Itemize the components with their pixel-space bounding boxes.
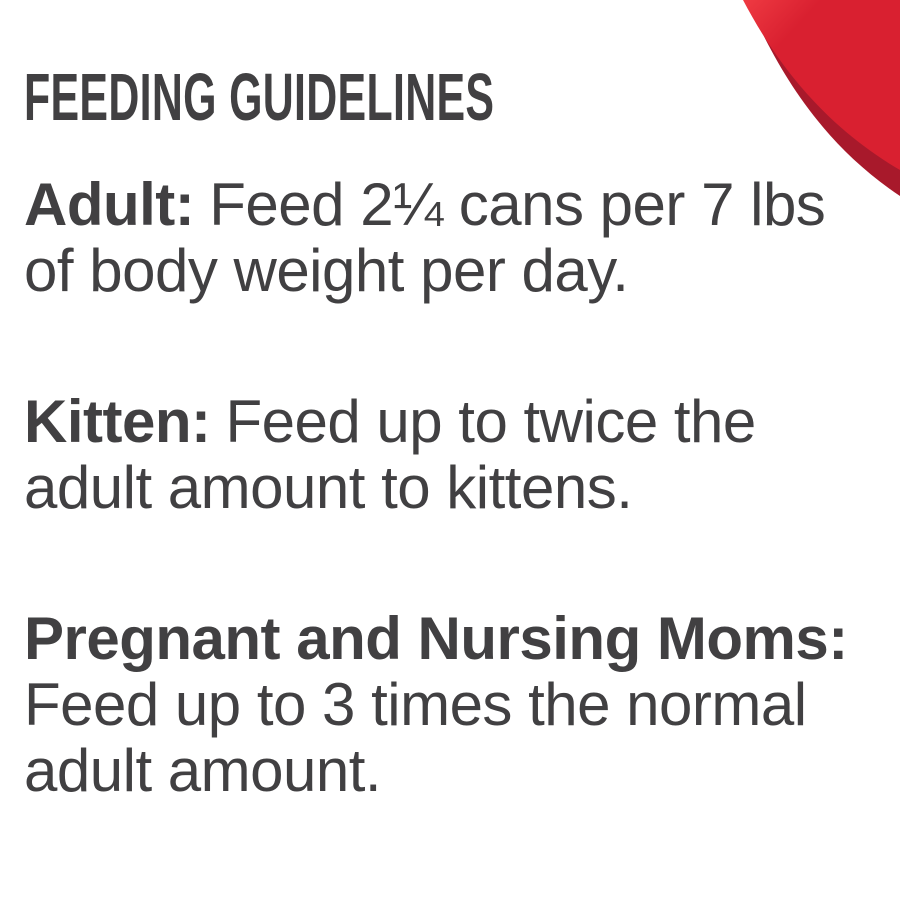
- feeding-section-pregnant-nursing: Pregnant and Nursing Moms: Feed up to 3 …: [24, 606, 880, 804]
- section-text-line: Feed up to twice the: [225, 388, 756, 455]
- section-label-kitten: Kitten:: [24, 388, 211, 455]
- section-text-line: Feed 2¼ cans per 7 lbs: [209, 171, 826, 238]
- guidelines-content: FEEDING GUIDELINES Adult: Feed 2¼ cans pe…: [24, 60, 880, 804]
- section-text-line: adult amount to kittens.: [24, 454, 633, 521]
- section-label-pregnant-nursing: Pregnant and Nursing Moms:: [24, 605, 848, 672]
- section-label-adult: Adult:: [24, 171, 195, 238]
- section-text-line: of body weight per day.: [24, 237, 629, 304]
- section-text-line: Feed up to 3 times the normal: [24, 671, 807, 738]
- page-title: FEEDING GUIDELINES: [24, 60, 495, 135]
- section-text-line: adult amount.: [24, 737, 382, 804]
- feeding-section-adult: Adult: Feed 2¼ cans per 7 lbs of body wei…: [24, 172, 880, 304]
- feeding-section-kitten: Kitten: Feed up to twice the adult amount…: [24, 389, 880, 521]
